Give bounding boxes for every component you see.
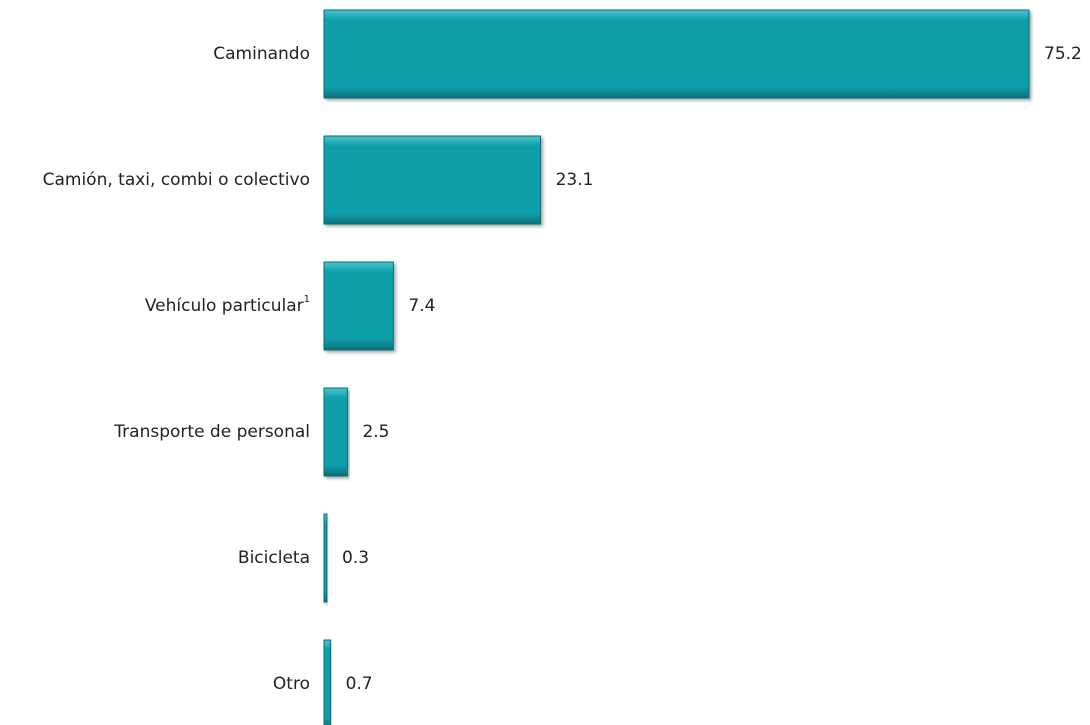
bar-otro — [323, 639, 332, 725]
value-label-transporte-de-personal: 2.5 — [362, 422, 389, 442]
category-label-otro: Otro — [273, 674, 310, 694]
category-label-transporte-de-personal: Transporte de personal — [113, 422, 310, 442]
value-label-vehiculo-particular: 7.4 — [408, 296, 435, 316]
bar-vehiculo-particular — [323, 261, 394, 351]
category-label-camion-taxi-combi-o-colectivo: Camión, taxi, combi o colectivo — [43, 170, 310, 190]
labels-layer: Caminando 75.2 Camión, taxi, combi o colec… — [43, 44, 1082, 694]
bars-layer — [323, 9, 1030, 725]
category-label-bicicleta: Bicicleta — [238, 548, 310, 568]
category-label-vehiculo-particular: Vehículo particular1 — [145, 294, 310, 317]
bar-transporte-de-personal — [323, 387, 348, 477]
value-label-otro: 0.7 — [346, 674, 373, 694]
value-label-caminando: 75.2 — [1044, 44, 1082, 64]
value-label-camion-taxi-combi-o-colectivo: 23.1 — [556, 170, 594, 190]
bar-bicicleta — [323, 513, 328, 603]
value-label-bicicleta: 0.3 — [342, 548, 369, 568]
category-label-caminando: Caminando — [213, 44, 310, 64]
bar-caminando — [323, 9, 1030, 99]
bar-camion-taxi-combi-o-colectivo — [323, 135, 542, 225]
